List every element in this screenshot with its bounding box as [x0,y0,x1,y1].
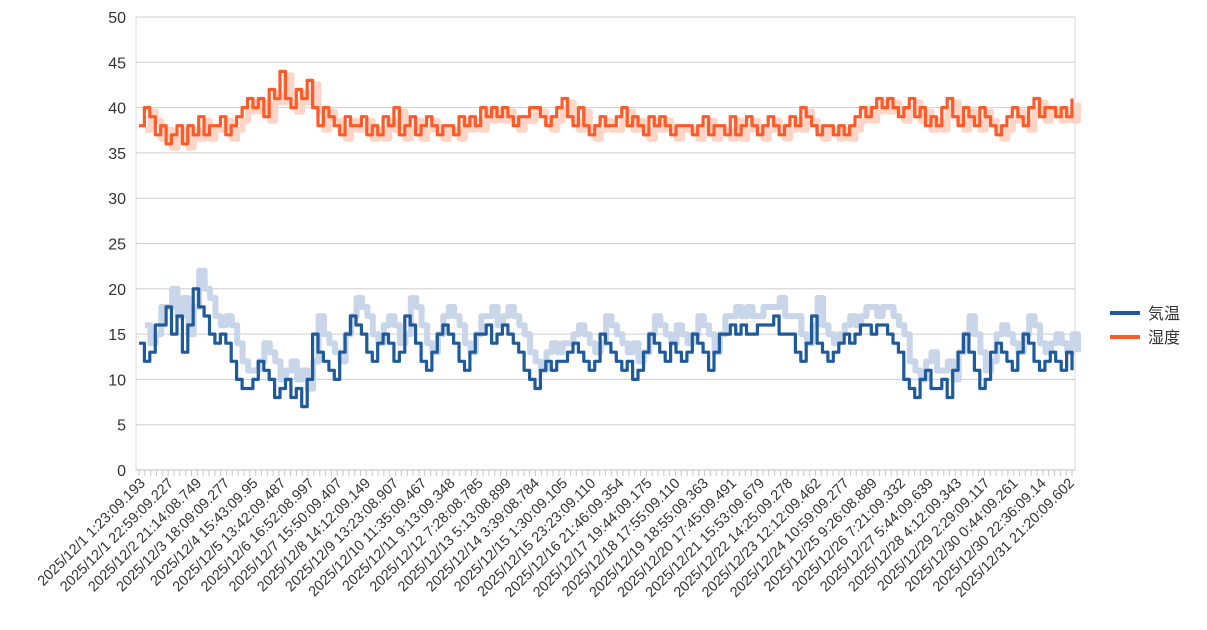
series-shadow-0 [145,267,1081,392]
series-shadows [145,72,1081,392]
y-tick-label: 50 [108,10,126,27]
y-tick-label: 35 [108,146,126,163]
legend-label: 湿度 [1148,329,1180,347]
y-tick-label: 40 [108,101,126,118]
series-line-1 [139,69,1074,146]
y-tick-label: 0 [117,463,126,480]
y-tick-label: 10 [108,372,126,389]
y-tick-label: 45 [108,55,126,72]
y-tick-label: 20 [108,282,126,299]
y-tick-label: 15 [108,327,126,344]
series-lines [139,69,1074,409]
series-line-0 [139,287,1074,409]
grid [135,16,1076,471]
legend-label: 気温 [1148,305,1180,323]
y-tick-label: 5 [117,418,126,435]
y-tick-label: 25 [108,237,126,254]
y-tick-label: 30 [108,191,126,208]
